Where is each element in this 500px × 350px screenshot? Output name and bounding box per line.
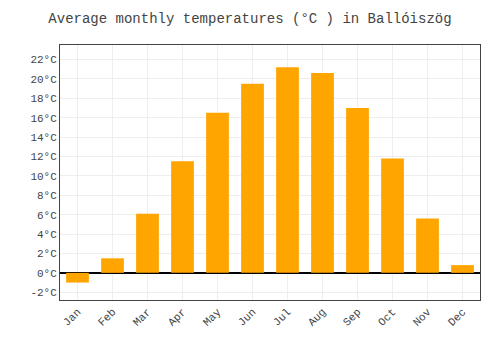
svg-text:0°C: 0°C bbox=[37, 268, 57, 280]
svg-text:16°C: 16°C bbox=[30, 113, 57, 125]
svg-text:10°C: 10°C bbox=[30, 171, 57, 183]
svg-text:4°C: 4°C bbox=[37, 229, 57, 241]
svg-text:Oct: Oct bbox=[376, 306, 398, 328]
svg-text:May: May bbox=[201, 306, 224, 329]
svg-text:12°C: 12°C bbox=[30, 151, 57, 163]
svg-text:Average monthly temperatures (: Average monthly temperatures (°C ) in Ba… bbox=[48, 11, 451, 27]
svg-text:Feb: Feb bbox=[96, 306, 118, 328]
svg-text:-2°C: -2°C bbox=[30, 287, 57, 299]
svg-text:Jun: Jun bbox=[236, 306, 258, 328]
svg-text:18°C: 18°C bbox=[30, 93, 57, 105]
svg-text:Jul: Jul bbox=[271, 306, 293, 328]
svg-text:14°C: 14°C bbox=[30, 132, 57, 144]
svg-text:2°C: 2°C bbox=[37, 248, 57, 260]
svg-text:8°C: 8°C bbox=[37, 190, 57, 202]
svg-text:6°C: 6°C bbox=[37, 210, 57, 222]
svg-text:Mar: Mar bbox=[131, 306, 153, 328]
svg-text:Aug: Aug bbox=[306, 306, 328, 328]
svg-text:Jan: Jan bbox=[61, 306, 83, 328]
svg-text:Apr: Apr bbox=[166, 306, 188, 328]
svg-text:Sep: Sep bbox=[341, 306, 363, 328]
svg-text:Dec: Dec bbox=[446, 306, 468, 328]
svg-text:20°C: 20°C bbox=[30, 74, 57, 86]
svg-text:22°C: 22°C bbox=[30, 54, 57, 66]
svg-text:Nov: Nov bbox=[411, 306, 434, 329]
